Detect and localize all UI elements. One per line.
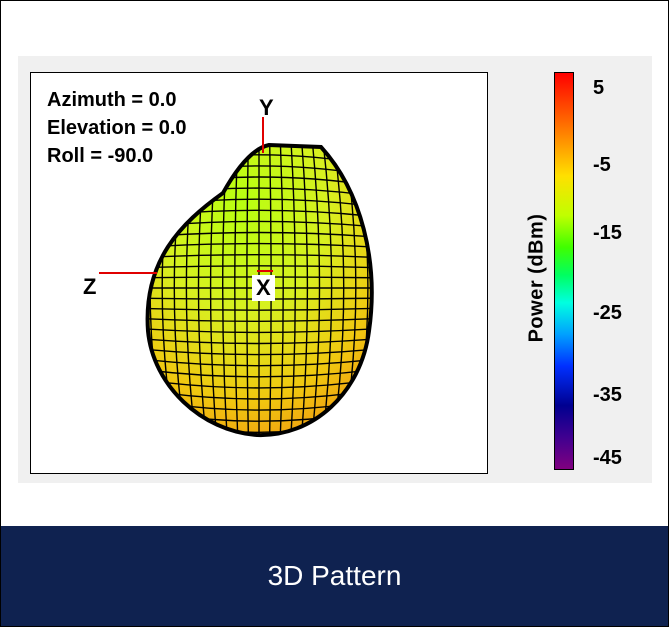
- mesh-parallel: [147, 337, 372, 345]
- x-axis-label: X: [252, 275, 275, 301]
- mesh-parallel: [147, 317, 372, 322]
- orientation-readout: Azimuth = 0.0 Elevation = 0.0 Roll = -90…: [47, 86, 187, 170]
- colorbar-tick: 5: [593, 77, 605, 99]
- colorbar-tick: -35: [593, 384, 622, 406]
- elevation-label: Elevation = 0.0: [47, 117, 187, 139]
- mesh-meridian: [126, 133, 144, 443]
- mesh-parallel: [131, 448, 387, 466]
- z-axis-label: Z: [83, 274, 97, 299]
- colorbar-tick: -25: [593, 302, 622, 324]
- colorbar: [554, 72, 574, 470]
- colorbar-tick: -5: [593, 154, 611, 176]
- roll-label: Roll = -90.0: [47, 145, 154, 167]
- footer-title: 3D Pattern: [267, 560, 402, 591]
- pattern-plot: Azimuth = 0.0 Elevation = 0.0 Roll = -90…: [30, 72, 488, 474]
- mesh-parallel: [131, 438, 387, 455]
- mesh-parallel: [147, 254, 372, 259]
- footer-banner: 3D Pattern: [1, 526, 668, 626]
- mesh-parallel: [147, 357, 372, 367]
- mesh-parallel: [147, 347, 372, 356]
- mesh-parallel: [147, 367, 372, 378]
- azimuth-label: Azimuth = 0.0: [47, 89, 177, 111]
- mesh-parallel: [147, 307, 372, 311]
- colorbar-tick: -15: [593, 222, 622, 244]
- colorbar-tick: -45: [593, 447, 622, 469]
- y-axis-label: Y: [259, 95, 274, 120]
- mesh-parallel: [147, 265, 372, 269]
- colorbar-title: Power (dBm): [525, 213, 548, 343]
- mesh-meridian: [375, 133, 393, 443]
- mesh-parallel: [147, 327, 372, 334]
